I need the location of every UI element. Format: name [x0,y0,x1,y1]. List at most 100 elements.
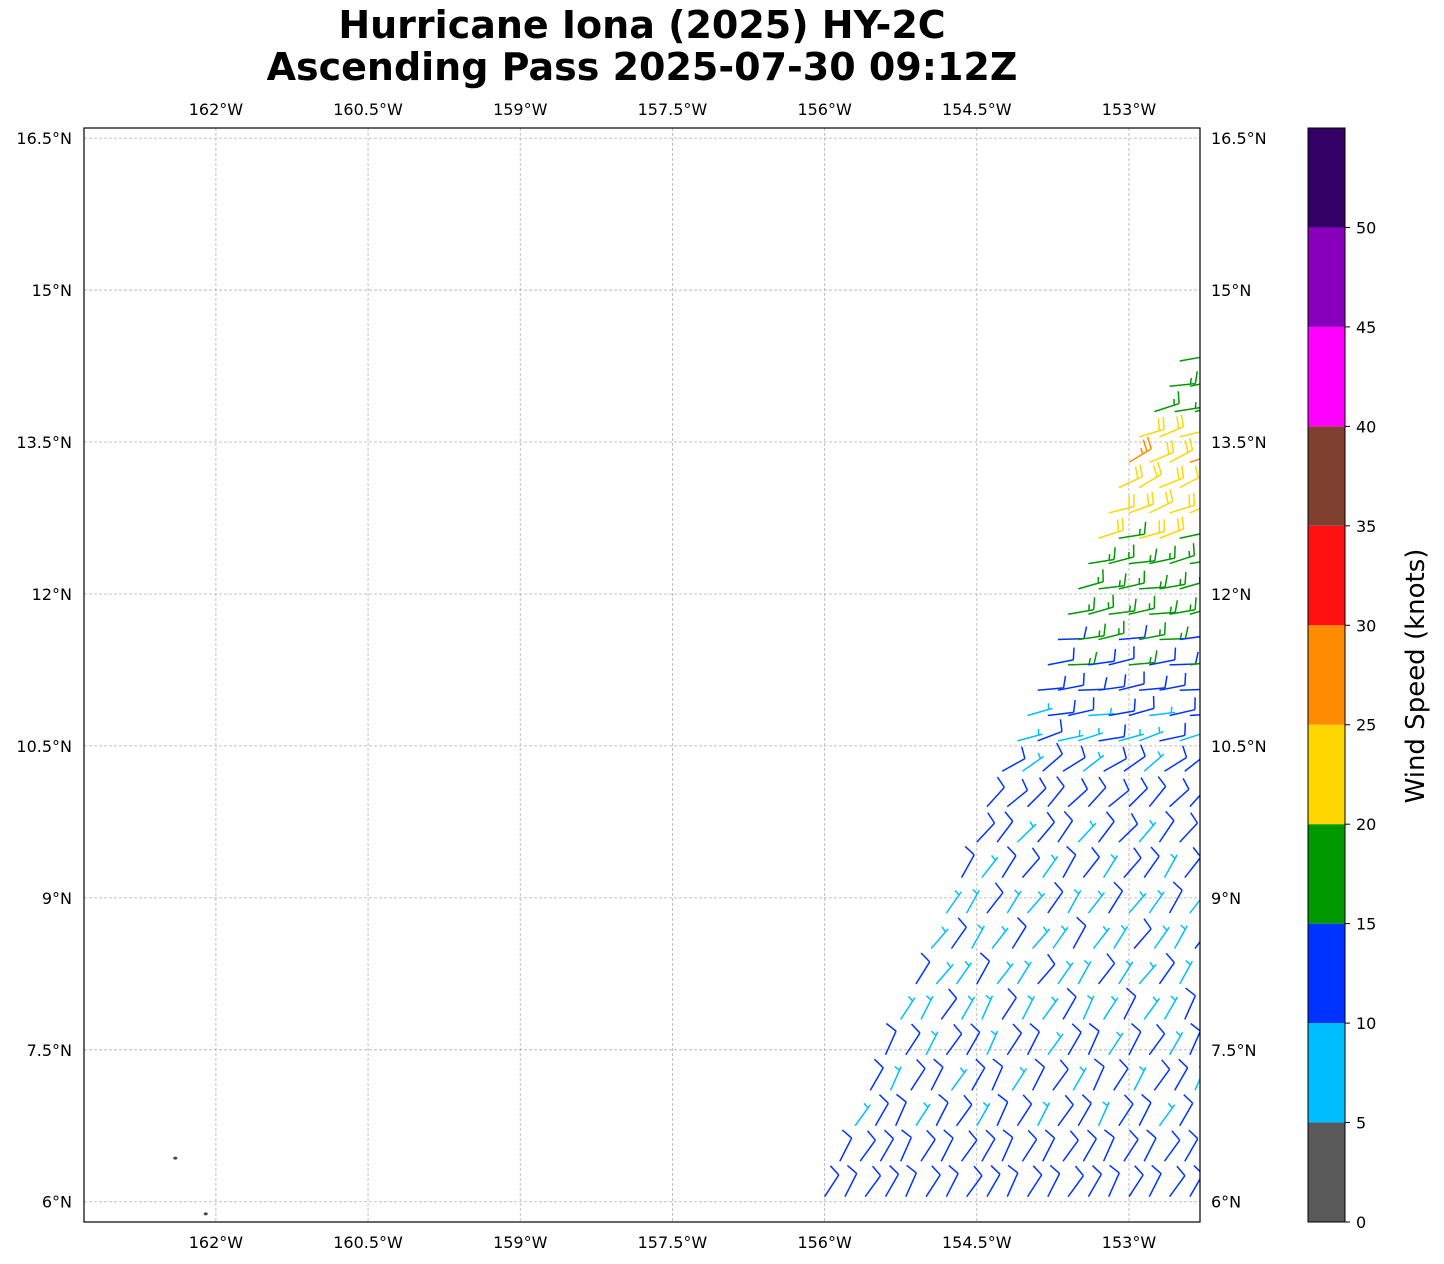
wind-barb-half-flag [1079,1066,1085,1072]
wind-barb-half-flag [1152,996,1158,1003]
wind-barb-staff [1153,1068,1171,1091]
wind-barb-flag [884,1129,894,1140]
wind-barb-flag [1122,778,1130,791]
wind-barb-half-flag [1210,962,1214,967]
wind-barb-staff [874,1102,889,1127]
wind-barb-staff [1078,732,1104,742]
wind-barb-flag [896,1093,907,1103]
wind-barb-staff [1097,963,1116,985]
wind-barb-staff [1205,759,1228,772]
wind-barb-staff [1133,928,1152,949]
wind-barb-staff [1087,892,1105,914]
wind-barb-half-flag [1169,606,1173,613]
wind-barb-staff [1199,360,1200,361]
wind-barb-staff [1149,711,1176,717]
wind-barb-flag [1066,845,1077,856]
wind-barb-staff [1047,786,1065,808]
wind-barb-staff [1077,960,1092,985]
wind-barb-flag [1194,651,1199,665]
wind-barb-flag [906,1164,917,1174]
wind-barb-staff [1011,926,1027,949]
wind-barb-flag [1219,519,1220,531]
wind-barb-flag [1133,698,1136,712]
title-line-2: Ascending Pass 2025-07-30 09:12Z [266,45,1018,89]
wind-barb-staff [1123,755,1146,772]
wind-barb-staff [925,1031,939,1056]
wind-barb-flag [1165,810,1175,822]
wind-barb-half-flag [1157,750,1162,758]
wind-barb-staff [1158,820,1175,843]
wind-barb-staff [1128,707,1155,717]
wind-barb-staff [966,1031,981,1056]
wind-barb-staff [1179,822,1198,843]
wind-barb-flag [1113,881,1124,892]
wind-barb-staff [1098,529,1124,539]
wind-barb-half-flag [991,854,997,861]
colorbar-bin [1308,426,1345,526]
wind-barb-flag [1224,518,1225,530]
wind-barb-staff [1067,788,1088,808]
wind-barb-flag [1180,414,1185,427]
wind-barb-staff [965,889,980,914]
wind-barb-half-flag [1125,960,1132,966]
wind-barb-staff [1062,1139,1079,1162]
wind-barb-staff [1037,1102,1051,1127]
wind-barb-flag [1192,543,1196,556]
wind-barb-flag [1140,744,1146,757]
wind-barb-staff [971,925,985,949]
colorbar-tick-label: 40 [1356,417,1376,436]
wind-barb-half-flag [923,1102,929,1108]
wind-barb-staff [930,1066,944,1091]
wind-barb-flag [1170,440,1175,453]
wind-barb-half-flag [1029,821,1034,828]
wind-barb-half-flag [1001,925,1007,932]
wind-barb-flag [871,1165,882,1177]
wind-barb-half-flag [894,1065,900,1071]
wind-barb-staff [1118,823,1139,843]
wind-barb-flag [1176,467,1180,480]
wind-barb-flag [1129,1129,1139,1140]
colorbar-bin [1308,326,1345,427]
wind-barb-staff [1163,996,1179,1020]
colorbar-tick-label: 20 [1356,815,1376,834]
wind-barb-staff [1016,961,1032,985]
wind-barb-flag [878,1094,889,1104]
wind-barbs [823,339,1228,1198]
wind-barb-staff [1062,996,1077,1020]
wind-barb-flag [1193,1165,1200,1173]
wind-barb-half-flag [1120,924,1126,931]
wind-barb-half-flag [1097,751,1102,758]
wind-barb-flag [1164,675,1168,689]
wind-barb-staff [1143,753,1165,772]
lat-tick-label-right: 12°N [1211,585,1251,604]
wind-barb-staff [1057,820,1074,843]
wind-barb-flag [1056,776,1065,787]
wind-barb-half-flag [1060,925,1067,931]
wind-barb-flag [970,1023,981,1033]
wind-barb-staff [1189,1030,1200,1056]
wind-barb-staff [1169,708,1196,717]
lat-tick-label-right: 9°N [1211,889,1241,908]
wind-barb-staff [1138,963,1157,985]
wind-barb-staff [869,1067,884,1091]
wind-barb-half-flag [964,960,970,967]
wind-barb-staff [1072,925,1087,949]
wind-barb-flag [1086,1129,1097,1140]
wind-barb-staff [1128,1174,1144,1198]
wind-barb-flag [1143,918,1152,930]
wind-barb-flag [873,1058,884,1069]
wind-barb-half-flag [1065,960,1072,967]
wind-barb-staff [1179,1102,1194,1127]
wind-barb-half-flag [1189,377,1193,385]
wind-barb-staff [1133,1066,1147,1091]
colorbar-bin [1308,724,1345,825]
wind-barb-staff [894,1101,907,1127]
wind-barb-flag [1081,1094,1092,1104]
wind-barb-staff [1163,1139,1181,1162]
wind-barb-half-flag [1175,1030,1182,1037]
wind-barb-half-flag [1088,657,1092,665]
wind-barb-flag [1226,573,1228,585]
wind-barb-staff [1184,995,1197,1020]
wind-barb-staff [859,1139,877,1162]
wind-barb-flag [1134,466,1139,479]
